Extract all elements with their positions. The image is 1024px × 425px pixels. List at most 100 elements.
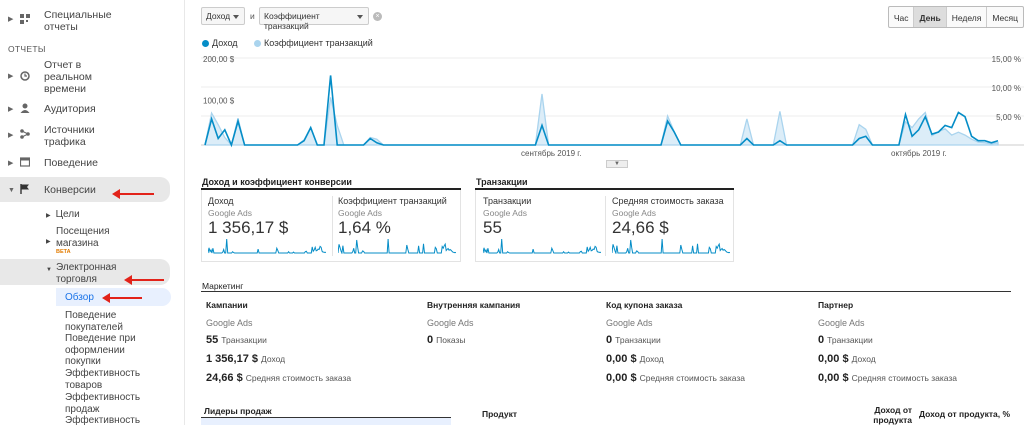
leaders-tab[interactable] <box>201 417 451 425</box>
sidebar-item-audience[interactable]: ▶ Аудитория <box>0 102 184 116</box>
line-value: 0 <box>818 334 825 346</box>
metric-sub: Google Ads <box>208 208 252 218</box>
marketing-line[interactable]: 0,00 $ Доход <box>818 353 876 365</box>
marketing-line[interactable]: 24,66 $ Средняя стоимость заказа <box>206 372 351 384</box>
section-divider <box>201 188 461 190</box>
sidebar-item-overview[interactable]: Обзор <box>65 292 94 304</box>
section-divider <box>475 188 734 190</box>
sidebar-item-label: Обзор <box>65 292 94 303</box>
leaders-title: Лидеры продаж <box>204 406 272 416</box>
chevron-right-icon: ▶ <box>8 106 14 113</box>
line-label: Транзакции <box>827 335 873 345</box>
marketing-col-header[interactable]: Партнер <box>818 300 854 310</box>
metric-label: Средняя стоимость заказа <box>612 196 724 206</box>
marketing-line[interactable]: 55 Транзакции <box>206 334 267 346</box>
marketing-line[interactable]: 0 Показы <box>427 334 466 346</box>
flag-icon <box>20 184 29 194</box>
x-tick-label: октябрь 2019 г. <box>891 149 947 158</box>
marketing-col-header[interactable]: Внутренняя кампания <box>427 300 521 310</box>
granularity-month-button[interactable]: Месяц <box>992 13 1018 23</box>
clear-metric-icon[interactable]: × <box>373 12 382 21</box>
metric-value: 55 <box>483 218 502 237</box>
revenue-pct-header[interactable]: Доход от продукта, % <box>919 409 1011 419</box>
sidebar-item-shopping-behavior[interactable]: Поведение покупателей <box>65 310 140 333</box>
marketing-col-sub: Google Ads <box>427 318 474 328</box>
sidebar-item-realtime[interactable]: ▶ Отчет в реальном времени <box>0 58 184 96</box>
conversion-section-title: Доход и коэффициент конверсии <box>202 177 352 187</box>
line-value: 0 <box>427 334 434 346</box>
sparkline-path <box>612 238 730 254</box>
marketing-line[interactable]: 0,00 $ Доход <box>606 353 664 365</box>
metric2-dropdown[interactable]: Коэффициент транзакций <box>259 7 369 31</box>
metric1-value: Доход <box>206 11 231 21</box>
legend-item-revenue[interactable]: Доход <box>202 38 238 48</box>
revenue-product-header[interactable]: Доход от продукта <box>873 405 912 425</box>
conversion-cards <box>201 190 461 262</box>
line-value: 0,00 $ <box>606 353 637 365</box>
line-label: Доход <box>639 354 664 364</box>
metric-sub: Google Ads <box>483 208 527 218</box>
annotation-arrow <box>102 293 142 303</box>
line-label: Показы <box>436 335 466 345</box>
metric1-dropdown[interactable]: Доход <box>201 7 245 25</box>
chevron-down-icon: ▼ <box>8 187 15 194</box>
sidebar-item-sales-performance[interactable]: Эффективность продаж <box>65 392 140 415</box>
sidebar-item-special-reports[interactable]: ▶ Специальные отчеты <box>0 8 184 34</box>
marketing-col-sub: Google Ads <box>206 318 253 328</box>
chevron-right-icon: ▶ <box>8 132 14 139</box>
card-divider <box>605 196 606 256</box>
marketing-line[interactable]: 1 356,17 $ Доход <box>206 353 285 365</box>
line-value: 24,66 $ <box>206 372 243 384</box>
sparkline <box>483 238 601 254</box>
grid-icon <box>20 14 30 24</box>
sidebar-item-store-visits[interactable]: Посещения магазина <box>56 226 116 249</box>
chevron-right-icon: ▶ <box>8 160 14 167</box>
metric-value: 1,64 % <box>338 218 391 237</box>
marketing-col-sub: Google Ads <box>606 318 653 328</box>
transactions-section-title: Транзакции <box>476 177 528 187</box>
sidebar-item-label: Специальные отчеты <box>44 9 112 33</box>
chevron-right-icon: ▶ <box>8 16 14 23</box>
sidebar-item-ecommerce[interactable]: Электронная торговля <box>56 262 126 285</box>
metric-label: Коэффициент транзакций <box>338 196 447 206</box>
marketing-line[interactable]: 0 Транзакции <box>606 334 661 346</box>
sidebar-item-label: Отчет в реальном времени <box>44 59 92 95</box>
sidebar-item-acquisition[interactable]: ▶ Источники трафика <box>0 123 184 149</box>
granularity-day-button[interactable]: День <box>914 7 947 27</box>
sidebar-item-product-performance[interactable]: Эффективность товаров <box>65 368 140 391</box>
chart-collapse-icon[interactable]: ▼ <box>606 160 628 168</box>
marketing-col-sub: Google Ads <box>818 318 865 328</box>
marketing-line[interactable]: 0,00 $ Средняя стоимость заказа <box>818 372 957 384</box>
sidebar-item-label: Электронная торговля <box>56 262 117 285</box>
chevron-right-icon: ▶ <box>46 239 51 245</box>
sidebar-item-goals[interactable]: ▶ Цели <box>46 209 80 223</box>
sidebar-item-checkout-behavior[interactable]: Поведение при оформлении покупки <box>65 333 140 368</box>
legend-item-rate[interactable]: Коэффициент транзакций <box>254 38 373 48</box>
sidebar-item-conversions[interactable]: ▼ Конверсии <box>0 183 184 197</box>
sidebar-section-title: ОТЧЕТЫ <box>8 44 46 54</box>
y-right-tick-label: 5,00 % <box>996 113 1021 122</box>
marketing-col-header[interactable]: Код купона заказа <box>606 300 683 310</box>
annotation-arrow <box>124 275 164 285</box>
sidebar-item-behavior[interactable]: ▶ Поведение <box>0 156 184 170</box>
marketing-col-header[interactable]: Кампании <box>206 300 248 310</box>
metric-value: 24,66 $ <box>612 218 669 237</box>
line-value: 55 <box>206 334 219 346</box>
marketing-title: Маркетинг <box>202 281 244 291</box>
granularity-hour-button[interactable]: Час <box>889 7 915 27</box>
sidebar-item-label: Эффективность <box>65 415 141 425</box>
sidebar-item-label: Поведение <box>44 157 98 169</box>
line-label: Средняя стоимость заказа <box>245 373 352 383</box>
sidebar-item-more[interactable]: Эффективность <box>65 415 140 425</box>
sparkline <box>612 238 730 254</box>
granularity-week-button[interactable]: Неделя <box>947 7 988 27</box>
legend-dot-icon <box>254 40 261 47</box>
sparkline-path <box>208 238 326 254</box>
granularity-buttons: Час День Неделя Месяц <box>887 6 1024 28</box>
line-label: Транзакции <box>615 335 661 345</box>
marketing-line[interactable]: 0 Транзакции <box>818 334 873 346</box>
product-column-header[interactable]: Продукт <box>482 409 518 419</box>
marketing-line[interactable]: 0,00 $ Средняя стоимость заказа <box>606 372 745 384</box>
line-label: Средняя стоимость заказа <box>639 373 746 383</box>
annotation-arrow <box>112 189 154 199</box>
